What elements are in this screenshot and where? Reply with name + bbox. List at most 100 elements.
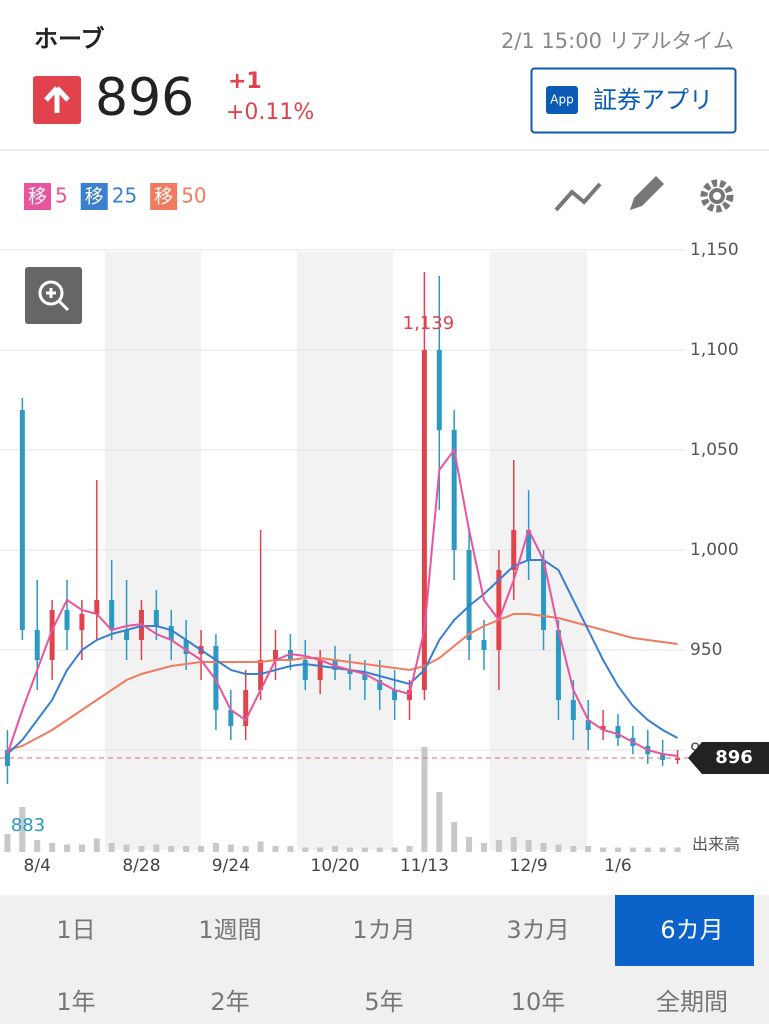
candle-body bbox=[466, 550, 472, 640]
x-tick-label: 1/6 bbox=[604, 856, 631, 876]
candle-body bbox=[19, 410, 25, 630]
candle-body bbox=[436, 350, 442, 430]
low-label: 883 bbox=[11, 815, 45, 836]
legend-label: 移 bbox=[154, 186, 173, 208]
volume-bar bbox=[391, 847, 398, 852]
candle-body bbox=[79, 614, 85, 630]
moving-average bbox=[7, 613, 678, 751]
tab[interactable]: 1週間 bbox=[198, 916, 261, 944]
app-icon-text: App bbox=[550, 93, 573, 107]
volume-bar bbox=[540, 843, 547, 852]
volume-label: 出来高 bbox=[692, 835, 740, 854]
app-icon bbox=[546, 86, 578, 114]
price: 896 bbox=[95, 68, 194, 128]
volume-bar bbox=[4, 834, 11, 852]
volume-bar bbox=[317, 847, 324, 852]
legend-period: 25 bbox=[112, 184, 137, 208]
legend-period: 50 bbox=[181, 184, 206, 208]
legend-label: 移 bbox=[85, 186, 104, 208]
candle-body bbox=[124, 630, 130, 640]
app-button-box[interactable] bbox=[530, 67, 737, 134]
candle-body bbox=[615, 726, 621, 738]
volume-bar bbox=[585, 846, 592, 852]
volume-bar bbox=[346, 847, 353, 852]
volume-bar bbox=[198, 846, 205, 852]
tab[interactable]: 3カ月 bbox=[506, 916, 569, 944]
last-price-tag bbox=[688, 742, 769, 774]
up-arrow bbox=[44, 86, 70, 113]
volume-bar bbox=[34, 840, 41, 852]
band bbox=[105, 252, 201, 850]
volume-bar bbox=[287, 846, 294, 852]
volume-bar bbox=[138, 846, 145, 852]
volume-bar bbox=[257, 841, 264, 852]
candle-body bbox=[451, 430, 457, 550]
tab[interactable]: 5年 bbox=[364, 988, 403, 1016]
volume-bar bbox=[227, 844, 234, 852]
y-tick-label: 1,050 bbox=[690, 440, 739, 460]
volume-bar bbox=[629, 847, 636, 852]
tab[interactable]: 1年 bbox=[56, 988, 95, 1016]
volume-bar bbox=[510, 837, 517, 852]
candle-body bbox=[600, 726, 606, 730]
volume-bar bbox=[302, 847, 309, 852]
candle-body bbox=[34, 630, 40, 660]
candle-body bbox=[302, 660, 308, 680]
candle-body bbox=[347, 670, 353, 674]
volume-bar bbox=[78, 844, 85, 852]
volume-bar bbox=[495, 840, 502, 852]
candle-body bbox=[570, 700, 576, 720]
settings-icon[interactable] bbox=[700, 179, 734, 213]
last-price-label: 896 bbox=[715, 747, 753, 768]
legend-badge bbox=[24, 183, 51, 210]
app-button-label[interactable]: 証券アプリ bbox=[593, 86, 713, 114]
candle-body bbox=[377, 680, 383, 690]
tab[interactable]: 1カ月 bbox=[352, 916, 415, 944]
volume-bar bbox=[49, 843, 56, 852]
candle-body bbox=[496, 570, 502, 650]
y-tick-label: 1,150 bbox=[690, 240, 739, 260]
volume-bar bbox=[376, 847, 383, 852]
tab[interactable]: 6カ月 bbox=[660, 916, 723, 944]
legend-period: 5 bbox=[55, 184, 68, 208]
candle-body bbox=[94, 600, 100, 614]
volume-bar bbox=[525, 840, 532, 852]
tab[interactable]: 10年 bbox=[511, 988, 566, 1016]
timestamp: 2/1 15:00 リアルタイム bbox=[501, 29, 734, 53]
volume-bar bbox=[168, 846, 175, 852]
volume-bar bbox=[570, 846, 577, 852]
candle-body bbox=[109, 600, 115, 630]
candle-body bbox=[243, 690, 249, 726]
high-label: 1,139 bbox=[403, 313, 455, 334]
legend-label: 移 bbox=[28, 186, 47, 208]
band bbox=[297, 252, 393, 850]
y-tick-label: 950 bbox=[690, 640, 722, 660]
volume-bar bbox=[361, 847, 368, 852]
settings-icon-hole bbox=[713, 192, 721, 200]
zoom-button[interactable] bbox=[25, 267, 82, 324]
volume-bar bbox=[242, 846, 249, 852]
tab[interactable]: 1日 bbox=[56, 916, 95, 944]
draw-icon[interactable] bbox=[630, 176, 664, 210]
tab-selected[interactable] bbox=[615, 895, 754, 966]
candle-body bbox=[675, 758, 681, 760]
x-tick-label: 9/24 bbox=[212, 856, 250, 876]
tab[interactable]: 2年 bbox=[210, 988, 249, 1016]
volume-bar bbox=[64, 844, 71, 852]
tab[interactable]: 全期間 bbox=[656, 988, 728, 1016]
x-tick-label: 8/4 bbox=[24, 856, 51, 876]
volume-bar bbox=[600, 847, 607, 852]
volume-bar bbox=[19, 807, 26, 852]
legend-badge bbox=[80, 183, 108, 210]
line-icon[interactable] bbox=[554, 182, 602, 212]
candle-body bbox=[64, 610, 70, 630]
candle-body bbox=[392, 690, 398, 700]
app-button[interactable]: App 証券アプリ bbox=[530, 67, 737, 134]
x-tick-label: 12/9 bbox=[510, 856, 548, 876]
volume-bar bbox=[332, 846, 339, 852]
moving-average bbox=[6, 447, 678, 757]
zoom-icon bbox=[38, 280, 64, 306]
candle-body bbox=[511, 530, 517, 570]
